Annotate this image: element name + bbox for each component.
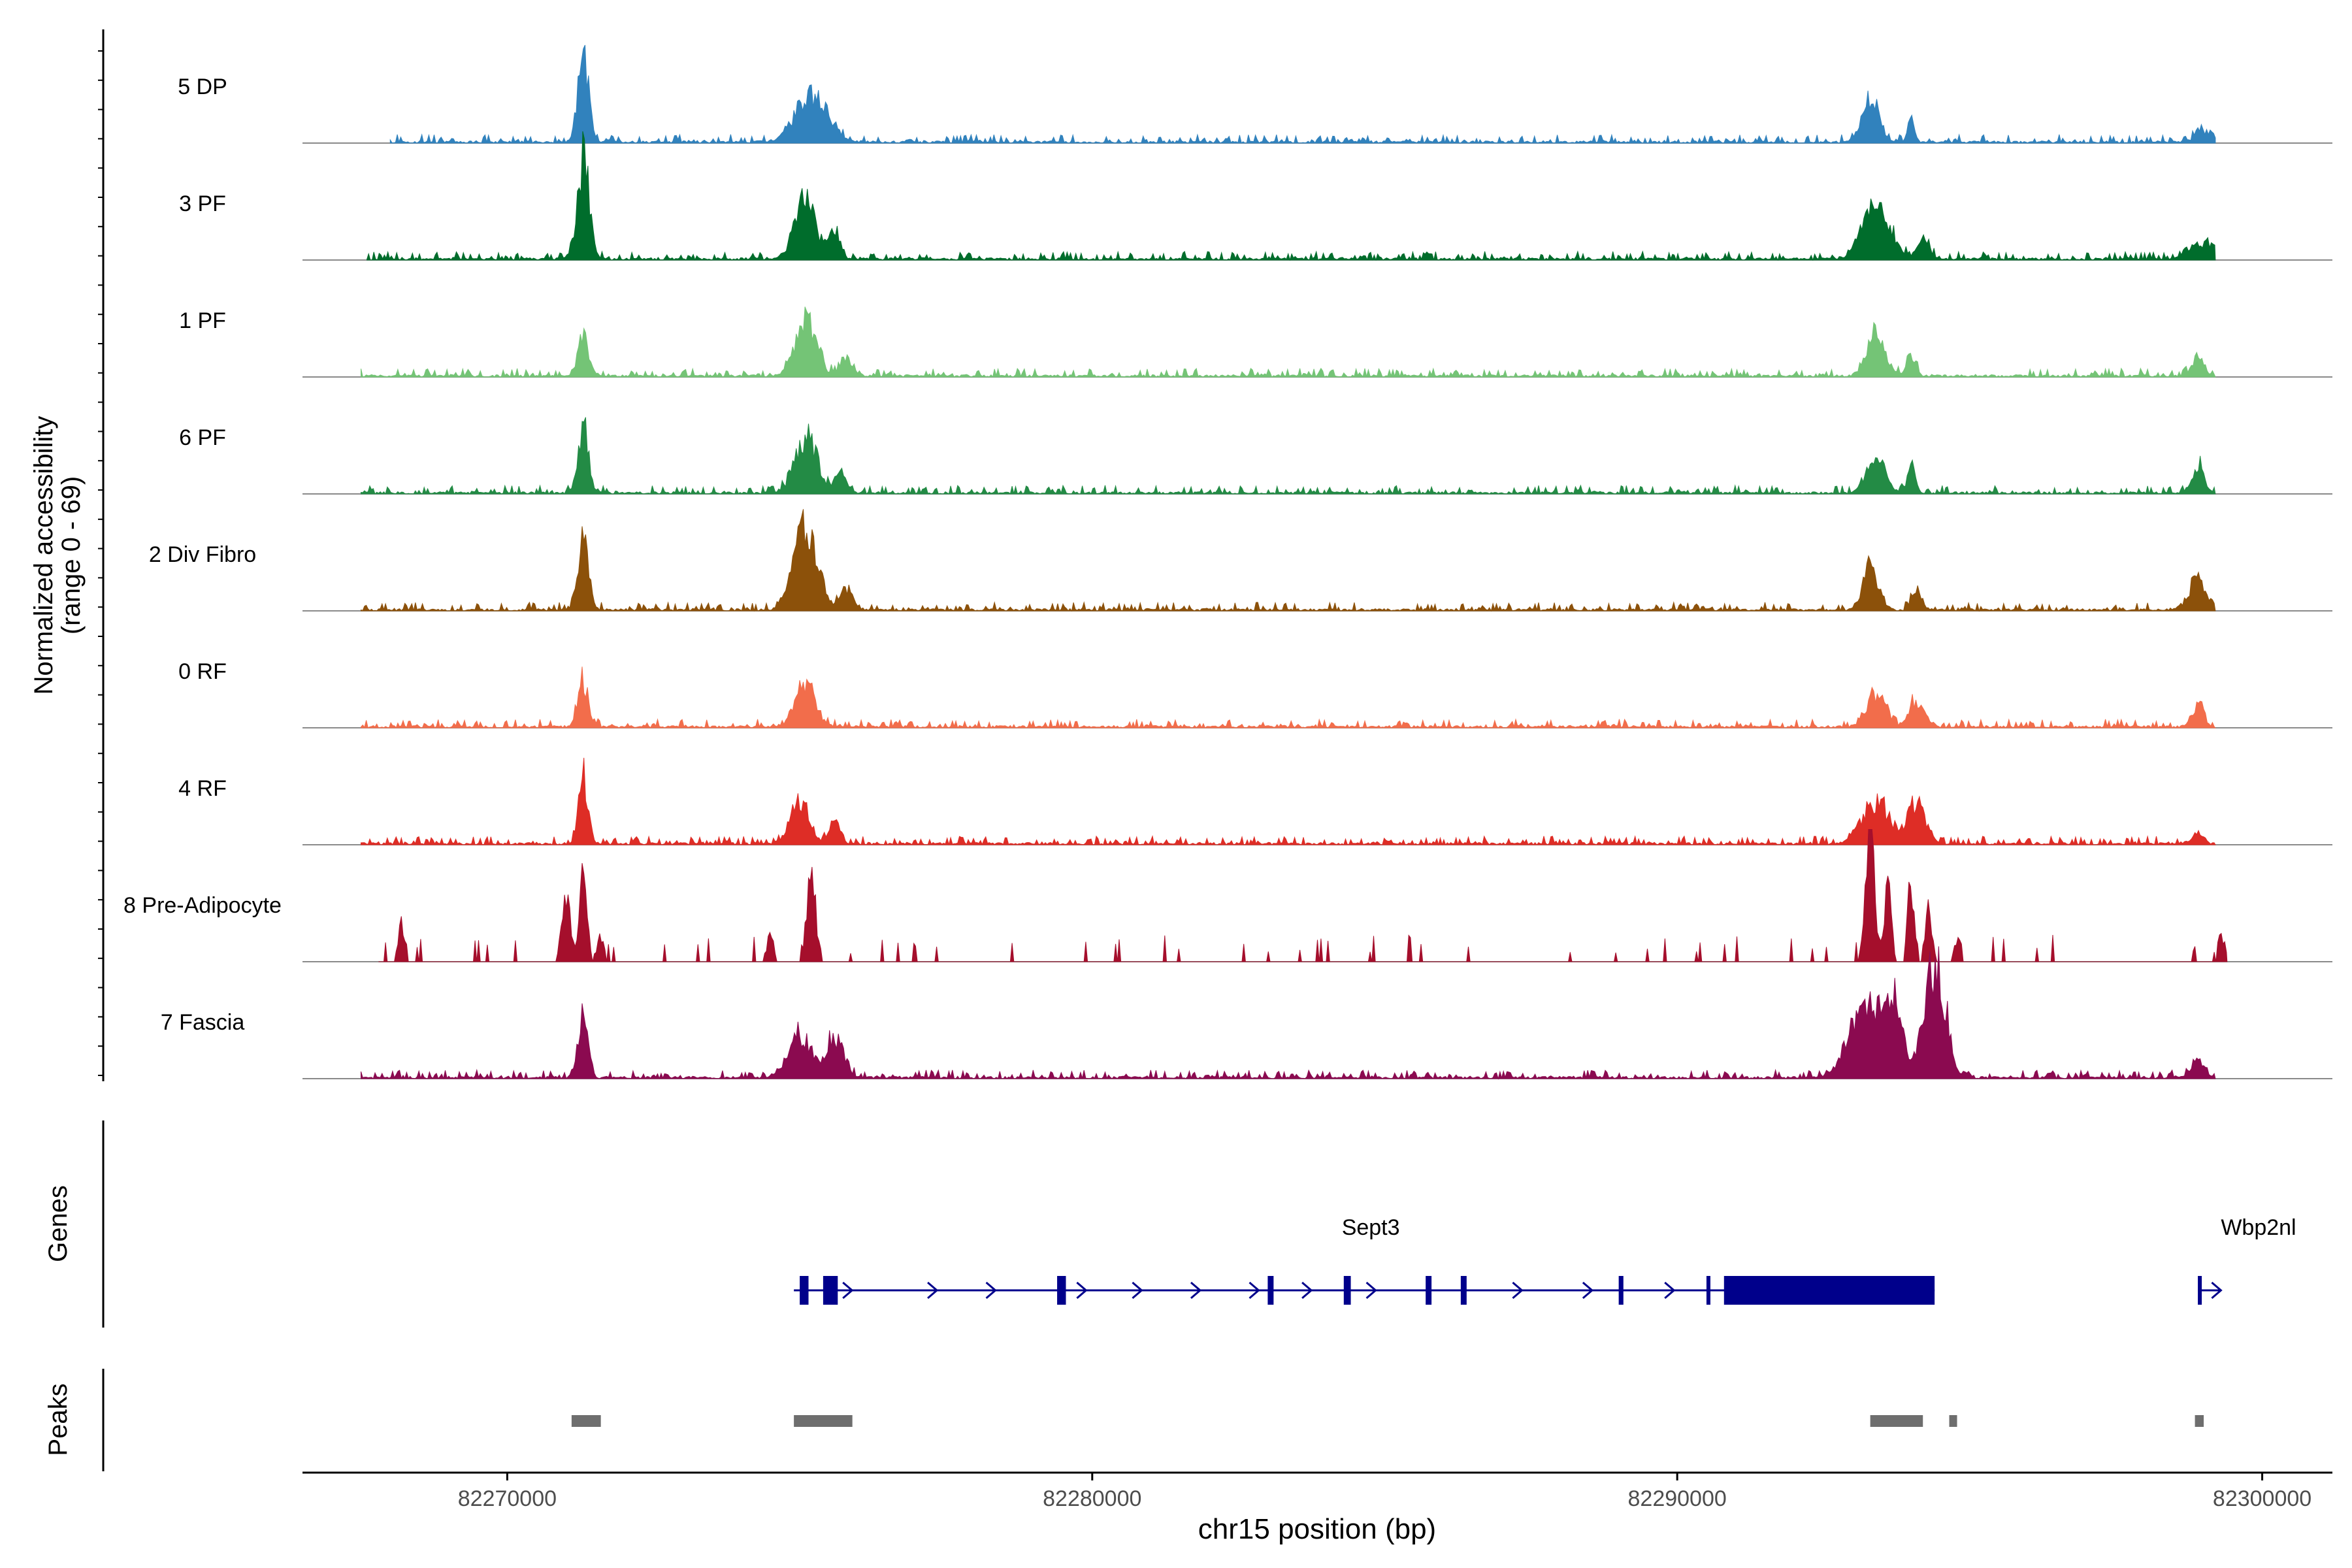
strand-arrow [1582,1281,1594,1299]
track-4-rf: 4 RF [178,757,2332,846]
strand-arrow [1132,1281,1143,1299]
peaks-panel: Peaks [44,1369,2204,1471]
track-6-pf: 6 PF [179,417,2332,495]
track-5-dp: 5 DP [178,44,2332,144]
track-label: 4 RF [178,776,227,801]
strand-arrow [842,1281,854,1299]
coverage-area [361,666,2217,729]
gene-wbp2nl: Wbp2nl [2198,1215,2296,1305]
strand-arrow [2211,1281,2223,1299]
gene-exon [1706,1276,1710,1305]
gene-label: Sept3 [1342,1215,1400,1240]
track-2-div-fibro: 2 Div Fibro [149,509,2332,612]
track-label: 5 DP [178,74,227,99]
strand-arrow [1190,1281,1202,1299]
peak-regions [571,1415,2204,1427]
x-tick-label: 82280000 [1043,1486,1141,1511]
track-label: 2 Div Fibro [149,542,256,567]
peak-region [794,1415,853,1427]
strand-arrow [1076,1281,1088,1299]
gene-sept3: Sept3 [794,1215,1935,1305]
coverage-area [361,509,2216,612]
gene-exon [1618,1276,1624,1305]
strand-arrow [1365,1281,1377,1299]
track-7-fascia: 7 Fascia [161,946,2332,1080]
track-label: 8 Pre-Adipocyte [123,893,282,918]
track-8-pre-adipocyte: 8 Pre-Adipocyte [123,829,2332,962]
coverage-area [378,829,2228,962]
x-axis: 82270000 82280000 82290000 82300000 chr15 p… [302,1471,2332,1545]
coverage-y-axis [98,29,105,1081]
gene-exon [1723,1276,1935,1305]
gene-exon [1057,1276,1066,1305]
gene-exon [1267,1276,1274,1305]
strand-arrow [1664,1281,1676,1299]
peak-region [571,1415,601,1427]
gene-exon [1460,1276,1467,1305]
y-axis-title-line1: Normalized accessibility [29,416,58,695]
gene-exon [1426,1276,1432,1305]
peaks-axis-title: Peaks [44,1383,73,1456]
coverage-area [361,417,2216,495]
coverage-area [361,306,2216,378]
gene-exon [823,1276,838,1305]
strand-arrow [1249,1281,1260,1299]
track-1-pf: 1 PF [179,306,2332,378]
gene-exon [2198,1276,2202,1305]
coverage-area [367,131,2216,261]
x-axis-title: chr15 position (bp) [1198,1513,1436,1545]
x-tick-label: 82300000 [2213,1486,2311,1511]
gene-label: Wbp2nl [2221,1215,2296,1240]
gene-annotations: Sept3 Wbp2nl [794,1215,2296,1305]
coverage-y-axis-ticks [98,50,103,1076]
coverage-area [361,757,2216,846]
track-0-rf: 0 RF [178,659,2332,729]
track-label: 7 Fascia [161,1010,245,1035]
genes-axis-title: Genes [44,1185,73,1262]
strand-arrow [985,1281,997,1299]
strand-arrow [1301,1281,1313,1299]
x-tick-label: 82290000 [1628,1486,1727,1511]
track-label: 6 PF [179,425,226,450]
y-axis-title-line2: (range 0 - 69) [57,476,86,634]
track-label: 1 PF [179,308,226,333]
genes-panel: Genes Sept3 Wbp2nl [44,1120,2296,1328]
coverage-tracks: 5 DP 3 PF 1 PF 6 PF 2 Div Fibro 0 RF 4 RF 8 Pre… [123,44,2332,1080]
peak-region [1870,1415,1923,1427]
track-label: 3 PF [179,191,226,216]
track-3-pf: 3 PF [179,131,2332,261]
coverage-area [361,946,2216,1080]
gene-exon [800,1276,809,1305]
x-tick-label: 82270000 [458,1486,557,1511]
peak-region [1949,1415,1957,1427]
peak-region [2195,1415,2204,1427]
gene-exon [1343,1276,1351,1305]
x-axis-ticks: 82270000 82280000 82290000 82300000 [458,1473,2311,1511]
strand-arrow [1512,1281,1524,1299]
coverage-area [389,44,2216,144]
strand-arrow [927,1281,939,1299]
track-label: 0 RF [178,659,227,684]
